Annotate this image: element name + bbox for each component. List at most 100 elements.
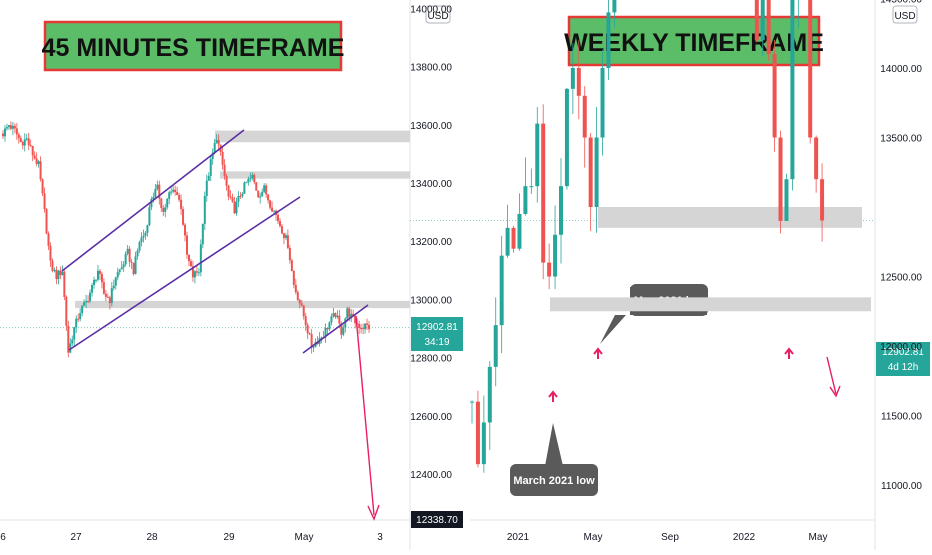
right-projection-arrowhead [829, 385, 841, 398]
left-candle [227, 185, 230, 197]
left-x-tick-label: 27 [70, 532, 82, 543]
left-candle [261, 191, 264, 197]
left-candle [17, 134, 20, 139]
right-candle [505, 227, 510, 256]
chart-dynamic-layer: 14000.00 13800.00 13600.00 13400.00 13200.00… [0, 0, 922, 543]
left-candle [213, 142, 216, 153]
left-candle [332, 313, 335, 317]
left-candle [326, 328, 329, 330]
left-candle [310, 334, 313, 348]
left-candle [116, 272, 119, 278]
callout-march-pointer [545, 423, 563, 466]
left-candle [328, 322, 331, 330]
left-candle [251, 174, 254, 179]
left-candle [23, 139, 26, 146]
right-candle [475, 401, 480, 465]
left-y-tick-label: 13000.00 [410, 295, 452, 306]
left-candle [150, 199, 153, 208]
right-candle [600, 68, 605, 138]
right-countdown: 4d 12h [888, 362, 919, 373]
right-candle [511, 227, 516, 249]
right-title-bg [567, 15, 821, 67]
left-candle [176, 192, 179, 196]
right-candle [766, 0, 771, 55]
left-candle [308, 333, 311, 335]
left-candle [21, 142, 24, 146]
left-candle [245, 182, 248, 184]
left-candle [255, 182, 258, 191]
left-supply-demand-zone [75, 300, 410, 309]
left-candle [69, 343, 72, 353]
left-candle [132, 262, 135, 274]
left-candle [221, 151, 224, 165]
left-y-tick-label: 13800.00 [410, 63, 452, 74]
right-currency-badge[interactable]: USD [892, 5, 918, 24]
left-candle [215, 140, 218, 143]
left-candle [288, 247, 291, 261]
left-candle [189, 261, 192, 267]
left-candle [241, 193, 244, 197]
left-candle [304, 316, 307, 326]
right-candle [772, 54, 777, 138]
left-x-tick-label: 28 [146, 532, 158, 543]
left-candle [298, 300, 301, 304]
right-candle [814, 137, 819, 180]
left-candle [249, 178, 252, 180]
right-candle [784, 179, 789, 221]
left-candle [124, 253, 127, 265]
right-candle [541, 123, 546, 263]
left-currency-badge[interactable]: USD [425, 5, 451, 24]
left-candle [5, 127, 8, 129]
left-candle [11, 125, 14, 129]
left-candle [2, 133, 4, 137]
left-currency-bg [425, 5, 451, 24]
right-candle [470, 401, 474, 403]
left-candle [118, 269, 121, 273]
left-candle [348, 308, 351, 318]
left-candle [174, 189, 177, 193]
left-y-tick-label: 12400.00 [410, 470, 452, 481]
left-candle [41, 179, 44, 194]
right-projection-arrow-line [826, 356, 837, 395]
left-candle [25, 138, 28, 140]
left-candle [354, 315, 357, 324]
callout-may-2021-low: May 2021 low [600, 284, 708, 344]
left-y-tick-label: 12600.00 [410, 412, 452, 423]
right-candle [535, 123, 540, 187]
left-candle [67, 325, 70, 353]
left-candle [344, 318, 347, 328]
right-candle [594, 137, 599, 207]
left-candle [128, 248, 131, 262]
right-price-tag-bg [876, 342, 930, 376]
left-candle [187, 254, 190, 262]
left-candle [39, 161, 42, 180]
right-x-tick-label: 2022 [733, 532, 756, 543]
left-candle [140, 237, 143, 243]
right-candle [588, 137, 593, 207]
right-candle [499, 255, 504, 326]
left-price-tag-bg [411, 317, 463, 351]
right-candle [754, 0, 759, 41]
left-candle [134, 256, 137, 274]
right-candle [553, 234, 558, 277]
right-low-marker-arrow [593, 347, 603, 359]
left-candle [71, 339, 74, 344]
left-candle [47, 233, 50, 246]
left-candle [85, 301, 88, 303]
left-candle [235, 201, 238, 214]
left-candle [73, 327, 76, 340]
left-candle [296, 292, 299, 301]
right-candle [612, 0, 617, 13]
right-candle [820, 179, 825, 221]
left-candle [243, 182, 246, 194]
right-price-tag-value: 12902.81 [882, 347, 924, 358]
left-candle [233, 201, 236, 214]
right-support-zone [550, 297, 871, 312]
left-candle [154, 188, 157, 197]
left-candle [269, 200, 272, 208]
right-candle [570, 68, 575, 89]
left-candle [197, 272, 200, 274]
right-low-marker-arrow [548, 390, 558, 402]
left-candle [362, 328, 365, 330]
